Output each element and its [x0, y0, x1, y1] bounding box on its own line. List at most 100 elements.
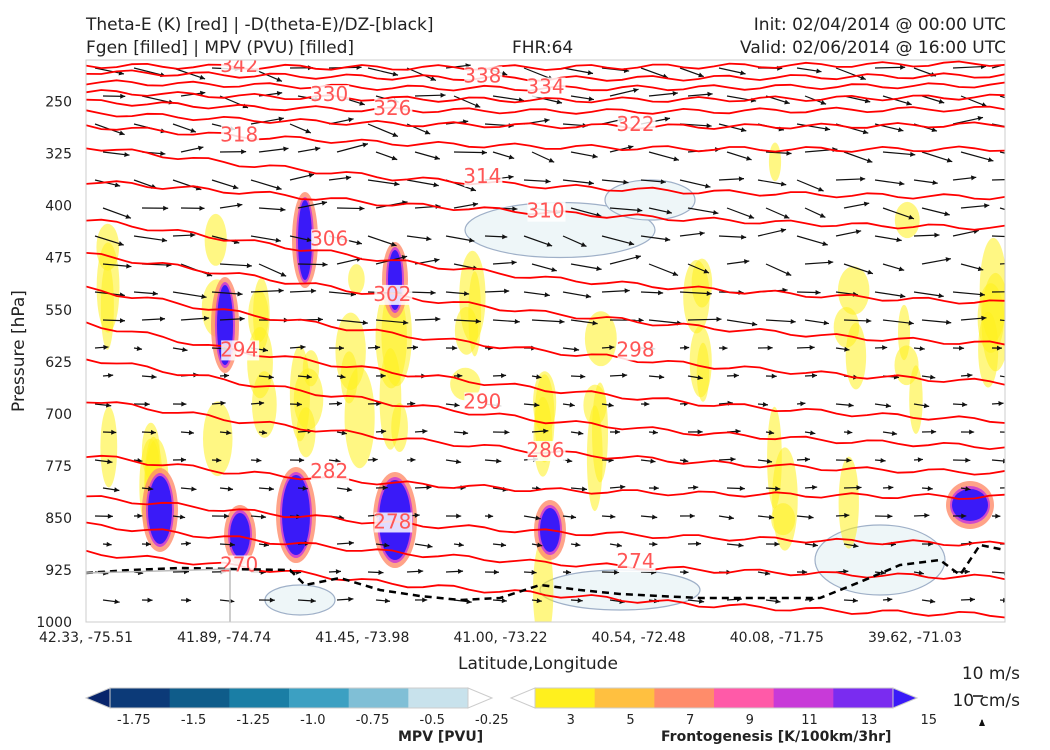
wind-vector-head [430, 290, 436, 296]
wind-vector-head [658, 374, 665, 380]
wind-vector [375, 319, 409, 324]
wind-vector-head [440, 92, 446, 98]
wind-vector-head [201, 294, 207, 299]
wind-vector-head [1013, 126, 1018, 131]
wind-vector-head [374, 345, 381, 351]
wind-vector-head [672, 271, 679, 276]
wind-vector-head [531, 569, 537, 575]
wind-vector-head [585, 293, 592, 299]
wind-vector [999, 151, 1005, 154]
wind-vector [679, 179, 711, 188]
wind-vector [562, 179, 594, 185]
wind-vector-head [359, 100, 365, 106]
wind-vector-head [698, 598, 705, 604]
wind-vector [843, 151, 873, 163]
frontogenesis-fill [468, 271, 482, 357]
wind-vector-head [885, 403, 892, 409]
wind-vector-head [338, 345, 344, 351]
wind-vector-head [961, 513, 967, 519]
wind-vector-head [887, 513, 893, 519]
wind-vector-head [544, 118, 550, 124]
wind-vector-head [790, 319, 796, 325]
wind-vector-head [664, 116, 670, 122]
frontogenesis-fill [768, 142, 782, 182]
wind-vector-head [695, 541, 702, 547]
wind-vector-head [730, 456, 736, 462]
wind-vector-head [229, 542, 235, 548]
wind-vector [952, 291, 986, 296]
wind-vector-head [946, 157, 953, 163]
theta-e-contour-278 [86, 495, 1005, 547]
wind-vector [250, 289, 284, 293]
wind-vector-head [543, 428, 549, 434]
wind-vector-head [410, 401, 416, 407]
wind-vector [601, 235, 635, 246]
wind-vector-head [664, 236, 671, 242]
wind-vector-head [828, 259, 834, 265]
wind-vector-head [314, 146, 321, 152]
wind-vector [913, 291, 944, 297]
wind-vector-head [457, 568, 464, 574]
wind-vector-head [504, 288, 510, 294]
wind-vector-head [535, 515, 541, 521]
wind-vector-head [627, 145, 634, 150]
frontogenesis-fill [909, 365, 923, 434]
wind-vector-head [511, 260, 517, 266]
wind-vector-head [414, 512, 420, 518]
wind-vector-head [401, 255, 408, 260]
wind-vector-head [917, 457, 923, 463]
wind-vector-head [965, 486, 971, 492]
wind-vector-head [580, 242, 587, 247]
wind-vector-head [981, 315, 987, 321]
wind-vector [687, 207, 719, 214]
wind-vector-head [163, 205, 169, 211]
wind-vector-head [458, 542, 464, 548]
wind-vector-head [300, 344, 306, 350]
wind-vector-head [556, 99, 563, 105]
wind-vector-head [774, 541, 780, 547]
scale-arrow-vertical-head [979, 719, 985, 726]
vector-scale-vertical: 10 cm/s [952, 691, 1020, 711]
wind-vector-head [512, 206, 518, 212]
wind-vector-head [867, 269, 873, 275]
wind-vector-head [856, 485, 862, 491]
wind-vector-head [1009, 375, 1014, 380]
wind-vector-head [103, 344, 109, 350]
wind-vector-head [1007, 542, 1012, 547]
wind-vector-head [818, 186, 824, 192]
wind-vector [367, 235, 397, 247]
frontogenesis-fill [202, 401, 233, 477]
wind-vector-head [341, 430, 347, 436]
wind-vector-head [735, 428, 741, 434]
y-tick-label: 250 [45, 95, 72, 111]
wind-vector-head [811, 373, 818, 379]
theta-e-contour-330 [86, 89, 1005, 104]
wind-vector-head [488, 513, 494, 519]
wind-vector-head [232, 184, 239, 190]
wind-vector-head [887, 597, 893, 603]
wind-vector-head [262, 347, 268, 353]
mpv-colorbar-segment [348, 688, 409, 708]
wind-vector-head [105, 402, 112, 408]
theta-e-label: 274 [616, 549, 654, 573]
theta-e-contour-274 [86, 521, 1005, 581]
mpv-colorbar-tick-label: -0.75 [356, 713, 390, 728]
contour-label-bg [464, 66, 503, 87]
wind-vector-head [847, 429, 853, 435]
wind-vector-head [216, 457, 222, 463]
wind-vector-head [1017, 289, 1022, 294]
theta-e-label: 326 [373, 96, 411, 120]
wind-vector-head [119, 130, 125, 136]
wind-vector-head [403, 319, 409, 325]
wind-vector-head [624, 288, 630, 294]
y-tick-label: 325 [45, 147, 72, 163]
wind-vector [999, 375, 1005, 378]
wind-vector-head [944, 211, 950, 217]
theta-e-label: 338 [463, 63, 501, 87]
wind-vector-head [426, 236, 432, 242]
wind-vector-head [114, 487, 120, 493]
wind-vector-head [866, 158, 873, 163]
wind-vector-head [896, 237, 902, 243]
wind-vector-head [843, 569, 849, 575]
wind-vector-head [372, 457, 378, 463]
